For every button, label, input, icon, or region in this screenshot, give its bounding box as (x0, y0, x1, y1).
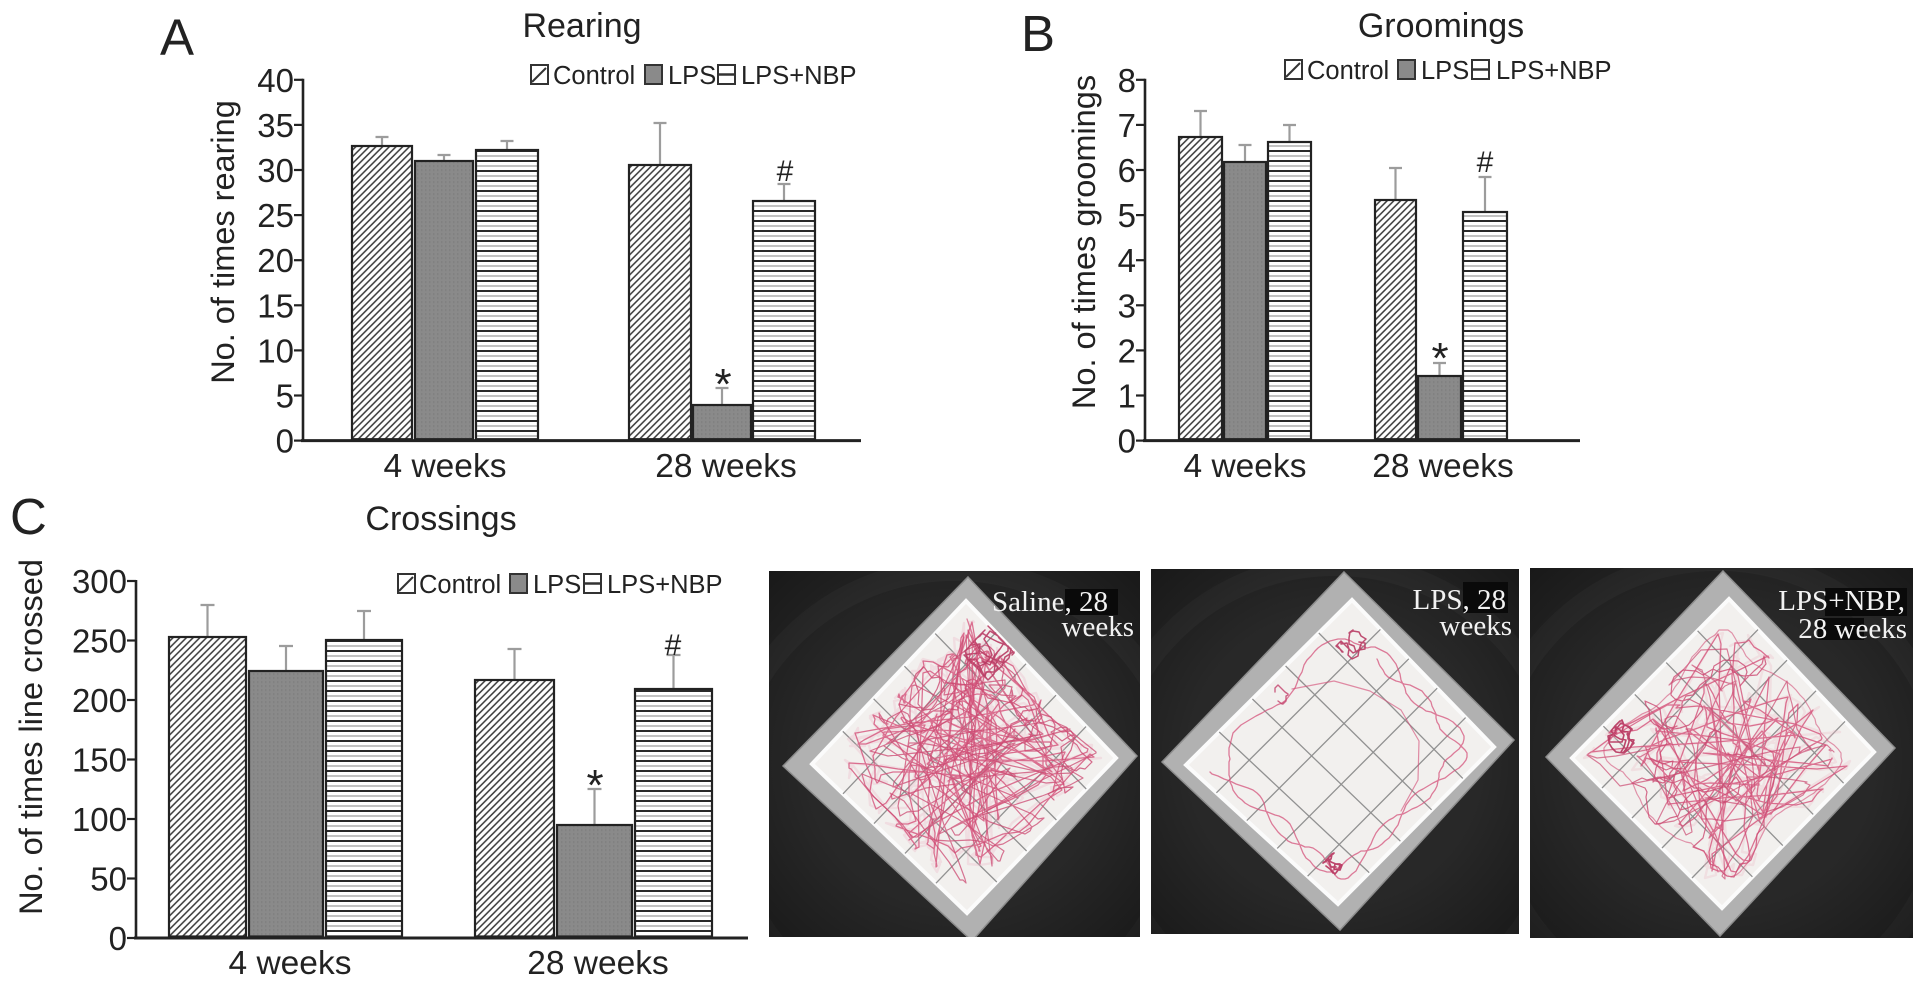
svg-text:#: # (1477, 146, 1494, 179)
svg-text:weeks: weeks (1440, 610, 1512, 642)
svg-text:40: 40 (257, 62, 294, 99)
svg-text:28 weeks: 28 weeks (655, 448, 797, 485)
svg-text:28 weeks: 28 weeks (1798, 613, 1907, 645)
svg-text:LPS: LPS (533, 571, 581, 599)
svg-text:25: 25 (257, 197, 294, 234)
svg-text:6: 6 (1118, 152, 1136, 189)
svg-text:*: * (1431, 334, 1448, 383)
svg-text:1: 1 (1118, 378, 1136, 415)
svg-text:No. of times groomings: No. of times groomings (1066, 75, 1102, 409)
svg-text:15: 15 (257, 287, 294, 324)
svg-text:LPS+NBP,: LPS+NBP, (1778, 585, 1905, 617)
svg-text:#: # (777, 155, 794, 188)
svg-text:4 weeks: 4 weeks (1184, 448, 1307, 485)
svg-text:100: 100 (72, 801, 127, 838)
svg-text:Crossings: Crossings (365, 500, 516, 538)
svg-text:Control: Control (553, 62, 635, 90)
svg-text:4 weeks: 4 weeks (384, 448, 507, 485)
svg-text:300: 300 (72, 563, 127, 600)
svg-text:0: 0 (109, 920, 127, 957)
svg-text:28 weeks: 28 weeks (527, 945, 669, 982)
svg-text:No. of times rearing: No. of times rearing (205, 100, 241, 384)
svg-text:A: A (160, 9, 194, 66)
svg-text:3: 3 (1118, 287, 1136, 324)
svg-text:Control: Control (1307, 57, 1389, 85)
svg-text:20: 20 (257, 242, 294, 279)
svg-text:0: 0 (276, 423, 294, 460)
svg-text:7: 7 (1118, 107, 1136, 144)
svg-text:Saline, 28: Saline, 28 (992, 586, 1108, 618)
svg-text:*: * (586, 761, 603, 810)
svg-text:C: C (10, 488, 47, 545)
svg-text:28 weeks: 28 weeks (1372, 448, 1514, 485)
svg-text:35: 35 (257, 107, 294, 144)
svg-text:LPS: LPS (1421, 57, 1469, 85)
svg-text:weeks: weeks (1062, 611, 1134, 643)
svg-text:LPS, 28: LPS, 28 (1413, 584, 1506, 616)
svg-text:2: 2 (1118, 332, 1136, 369)
svg-text:*: * (714, 360, 731, 409)
svg-text:10: 10 (257, 332, 294, 369)
svg-text:4: 4 (1118, 242, 1136, 279)
svg-text:0: 0 (1118, 423, 1136, 460)
svg-text:Rearing: Rearing (522, 7, 641, 45)
svg-text:Control: Control (419, 571, 501, 599)
svg-text:8: 8 (1118, 62, 1136, 99)
svg-text:B: B (1021, 5, 1055, 62)
svg-text:LPS: LPS (668, 62, 716, 90)
svg-text:200: 200 (72, 682, 127, 719)
svg-text:50: 50 (90, 861, 127, 898)
svg-text:5: 5 (276, 378, 294, 415)
svg-text:250: 250 (72, 623, 127, 660)
svg-text:30: 30 (257, 152, 294, 189)
svg-text:#: # (665, 629, 682, 662)
svg-text:Groomings: Groomings (1358, 7, 1524, 45)
svg-text:LPS+NBP: LPS+NBP (607, 571, 723, 599)
svg-text:150: 150 (72, 742, 127, 779)
svg-text:LPS+NBP: LPS+NBP (741, 62, 857, 90)
svg-text:4 weeks: 4 weeks (229, 945, 352, 982)
svg-text:LPS+NBP: LPS+NBP (1496, 57, 1612, 85)
svg-text:No. of times line crossed: No. of times line crossed (13, 559, 49, 915)
svg-text:5: 5 (1118, 197, 1136, 234)
